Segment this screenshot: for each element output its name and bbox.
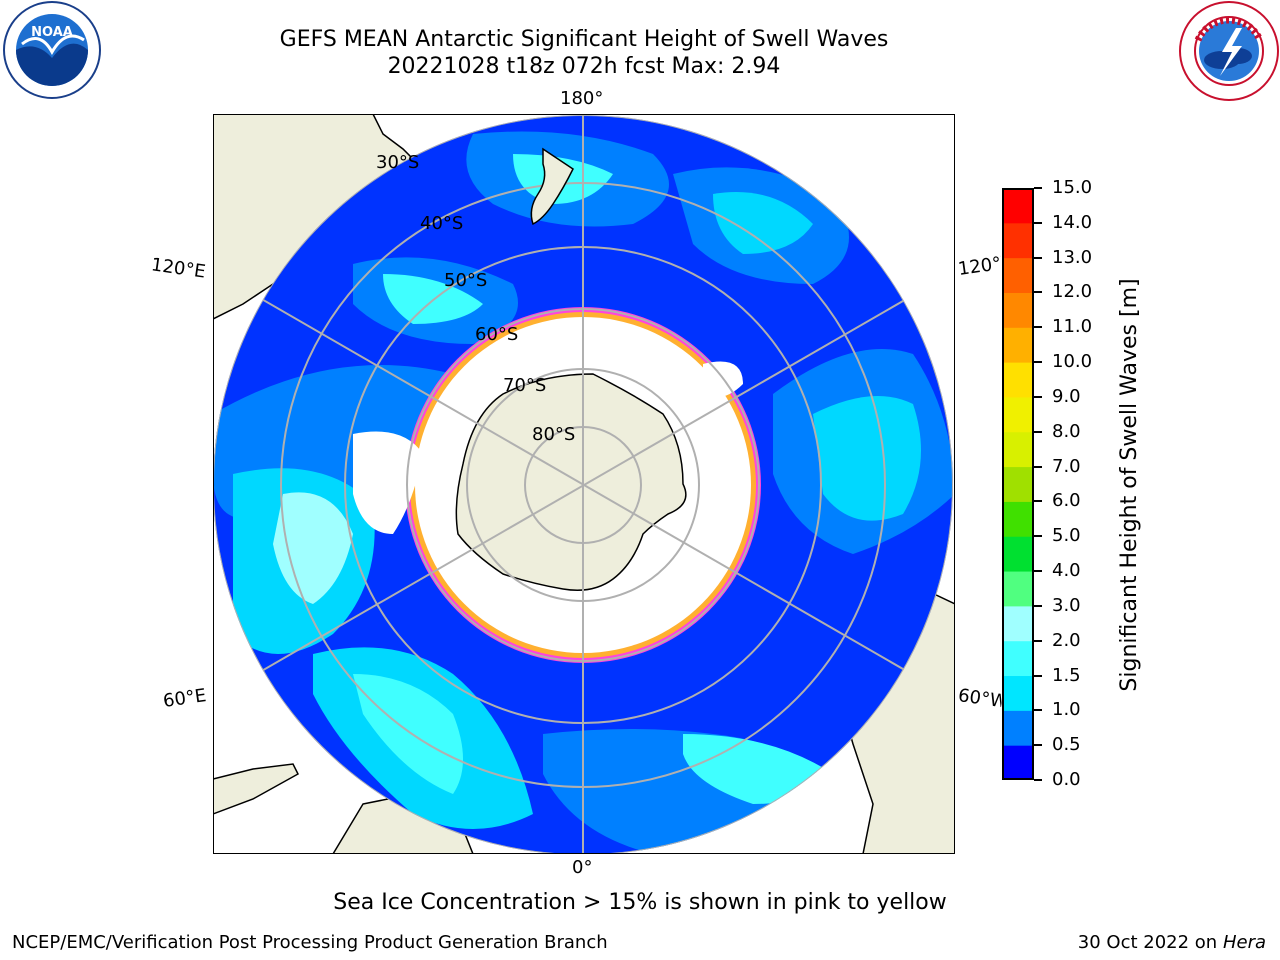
colorbar-tick-label: 9.0 bbox=[1052, 385, 1081, 407]
colorbar-segment bbox=[1002, 431, 1034, 468]
colorbar bbox=[1002, 188, 1034, 780]
colorbar-segment bbox=[1002, 501, 1034, 537]
colorbar-tick-mark bbox=[1034, 604, 1042, 607]
colorbar-tick-label: 4.0 bbox=[1052, 560, 1081, 582]
colorbar-tick-mark bbox=[1034, 674, 1042, 677]
lon-label-120e: 120°E bbox=[149, 254, 207, 283]
colorbar-segment bbox=[1002, 188, 1034, 224]
new-zealand-landmass bbox=[530, 147, 574, 226]
colorbar-tick-mark bbox=[1034, 535, 1042, 538]
colorbar-segment bbox=[1002, 257, 1034, 293]
colorbar-tick-label: 1.0 bbox=[1052, 699, 1081, 721]
lat-label-80s: 80°S bbox=[532, 424, 576, 445]
colorbar-tick-mark bbox=[1034, 744, 1042, 747]
colorbar-tick-label: 6.0 bbox=[1052, 490, 1081, 512]
colorbar-tick-mark bbox=[1034, 291, 1042, 294]
lon-label-0: 0° bbox=[572, 857, 593, 878]
lat-label-70s: 70°S bbox=[503, 375, 547, 396]
colorbar-segment bbox=[1002, 292, 1034, 328]
colorbar-tick-mark bbox=[1034, 256, 1042, 259]
colorbar-tick-label: 14.0 bbox=[1052, 211, 1093, 233]
colorbar-border bbox=[1002, 188, 1034, 780]
colorbar-tick-mark bbox=[1034, 187, 1042, 189]
footer-host: Hera bbox=[1222, 932, 1266, 953]
colorbar-segment bbox=[1002, 571, 1034, 607]
colorbar-segment bbox=[1002, 745, 1034, 780]
lat-label-60s: 60°S bbox=[475, 324, 519, 345]
colorbar-tick-mark bbox=[1034, 465, 1042, 468]
colorbar-tick-mark bbox=[1034, 570, 1042, 573]
colorbar-tick-mark bbox=[1034, 779, 1042, 781]
polar-map bbox=[213, 114, 955, 854]
lat-label-40s: 40°S bbox=[420, 213, 464, 234]
colorbar-tick-label: 12.0 bbox=[1052, 281, 1093, 303]
colorbar-tick-mark bbox=[1034, 639, 1042, 642]
colorbar-tick-mark bbox=[1034, 361, 1042, 364]
colorbar-tick-label: 0.5 bbox=[1052, 734, 1081, 756]
colorbar-tick-label: 2.0 bbox=[1052, 629, 1081, 651]
antarctica-landmass bbox=[455, 373, 687, 591]
colorbar-tick-label: 10.0 bbox=[1052, 351, 1093, 373]
chart-subtitle: 20221028 t18z 072h fcst Max: 2.94 bbox=[387, 54, 781, 79]
footer-credit: NCEP/EMC/Verification Post Processing Pr… bbox=[12, 932, 608, 953]
noaa-logo: NOAA bbox=[3, 1, 101, 99]
svg-text:NOAA: NOAA bbox=[31, 25, 73, 40]
chart-title: GEFS MEAN Antarctic Significant Height o… bbox=[279, 27, 889, 52]
lat-label-50s: 50°S bbox=[444, 270, 488, 291]
colorbar-tick-label: 0.0 bbox=[1052, 769, 1081, 790]
colorbar-segment bbox=[1002, 327, 1034, 363]
colorbar-tick-label: 8.0 bbox=[1052, 420, 1081, 442]
colorbar-segment bbox=[1002, 640, 1034, 677]
colorbar-segment bbox=[1002, 466, 1034, 502]
lon-label-180: 180° bbox=[560, 88, 604, 109]
colorbar-segment bbox=[1002, 675, 1034, 711]
footer-date: 30 Oct 2022 on Hera bbox=[1078, 932, 1266, 953]
colorbar-tick-label: 5.0 bbox=[1052, 525, 1081, 547]
colorbar-tick-mark bbox=[1034, 430, 1042, 433]
colorbar-segment bbox=[1002, 710, 1034, 746]
colorbar-segment bbox=[1002, 396, 1034, 433]
colorbar-segment bbox=[1002, 362, 1034, 398]
lon-label-120w: 120°W bbox=[956, 253, 1004, 280]
colorbar-tick-mark bbox=[1034, 326, 1042, 329]
colorbar-segment bbox=[1002, 605, 1034, 642]
footer-date-text: 30 Oct 2022 on bbox=[1077, 932, 1218, 953]
sea-ice-note: Sea Ice Concentration > 15% is shown in … bbox=[333, 890, 947, 915]
madagascar-landmass bbox=[213, 763, 299, 815]
colorbar-tick-label: 15.0 bbox=[1052, 177, 1093, 198]
colorbar-tick-label: 11.0 bbox=[1052, 316, 1093, 338]
colorbar-label: Significant Height of Swell Waves [m] bbox=[1117, 278, 1142, 692]
colorbar-tick-label: 1.5 bbox=[1052, 664, 1081, 686]
colorbar-tick-label: 3.0 bbox=[1052, 594, 1081, 616]
colorbar-tick-mark bbox=[1034, 709, 1042, 712]
colorbar-tick-label: 7.0 bbox=[1052, 455, 1081, 477]
lon-label-60w: 60°W bbox=[956, 685, 1004, 712]
colorbar-segment bbox=[1002, 222, 1034, 259]
colorbar-tick-label: 13.0 bbox=[1052, 246, 1093, 268]
colorbar-segment bbox=[1002, 536, 1034, 572]
lon-label-60e: 60°E bbox=[161, 685, 208, 712]
colorbar-tick-mark bbox=[1034, 221, 1042, 224]
nws-logo bbox=[1179, 1, 1279, 101]
colorbar-tick-mark bbox=[1034, 500, 1042, 503]
colorbar-tick-mark bbox=[1034, 395, 1042, 398]
lat-label-30s: 30°S bbox=[376, 152, 420, 173]
